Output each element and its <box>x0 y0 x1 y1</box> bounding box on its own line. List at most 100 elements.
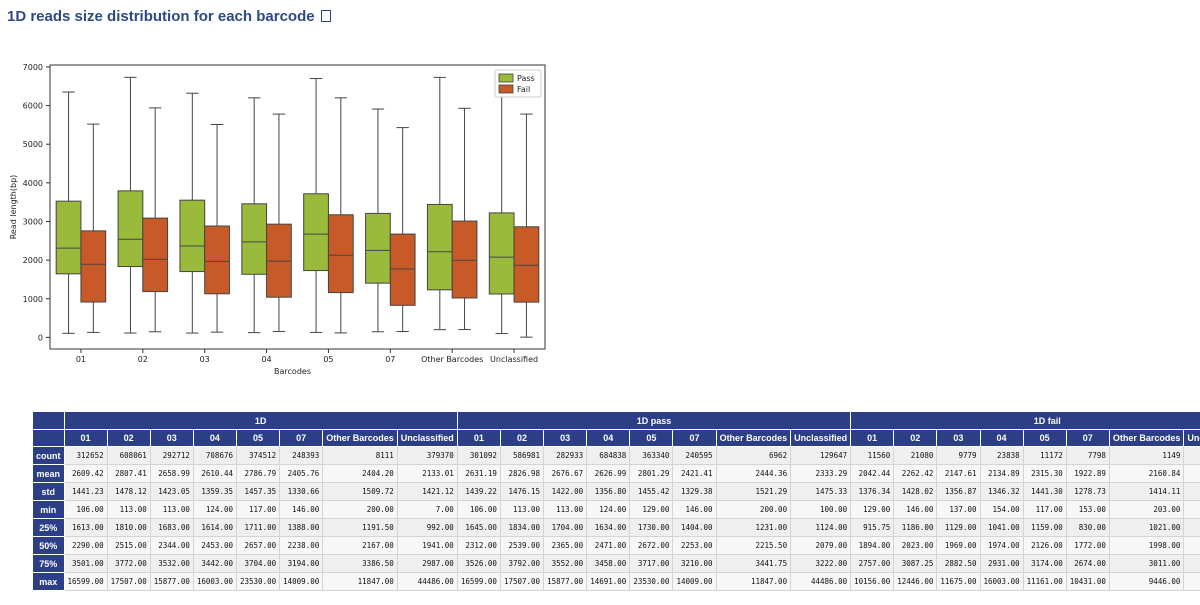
table-cell: 10156.00 <box>850 572 895 591</box>
table-cell: 1330.66 <box>279 482 324 501</box>
legend-swatch <box>498 73 514 83</box>
table-cell: 113.00 <box>149 500 194 519</box>
column-header: Unclassified <box>396 429 458 447</box>
table-cell: 10431.00 <box>1065 572 1110 591</box>
table-cell: 2160.84 <box>1108 464 1185 483</box>
table-cell: 2290.00 <box>63 536 108 555</box>
table-cell: 1834.00 <box>499 518 545 537</box>
legend-label: Pass <box>517 74 535 83</box>
table-cell: 3458.00 <box>586 554 631 573</box>
column-header: Unclassified <box>790 429 852 447</box>
table-cell: 1810.00 <box>106 518 151 537</box>
table-cell: 1186.00 <box>893 518 938 537</box>
table-cell: 2315.30 <box>1022 464 1067 483</box>
table-cell: 44486.00 <box>396 572 458 591</box>
table-cell: 1129.00 <box>936 518 981 537</box>
y-tick-label: 6000 <box>23 102 43 111</box>
table-cell: 608061 <box>106 446 151 465</box>
x-tick-label: Unclassified <box>490 355 538 364</box>
row-header: std <box>32 482 65 501</box>
table-cell: 379370 <box>396 446 458 465</box>
table-cell: 11172 <box>1022 446 1067 465</box>
box-pass-unclassified <box>488 90 515 335</box>
table-cell: 16599.00 <box>63 572 108 591</box>
table-cell: 2826.98 <box>499 464 545 483</box>
table-cell: 203.00 <box>1108 500 1185 519</box>
table-cell: 3704.00 <box>235 554 281 573</box>
table-cell: 363340 <box>629 446 674 465</box>
table-cell: 2931.00 <box>979 554 1024 573</box>
table-cell: 7.00 <box>1183 500 1200 519</box>
table-cell: 3442.00 <box>192 554 238 573</box>
table-cell: 2609.42 <box>63 464 108 483</box>
anchor-link-icon[interactable] <box>320 10 331 22</box>
column-header: 05 <box>1022 429 1067 447</box>
table-cell: 1634.00 <box>586 518 631 537</box>
table-cell: 129.00 <box>850 500 895 519</box>
table-cell: 2657.00 <box>235 536 281 555</box>
column-header: 02 <box>499 429 545 447</box>
column-header: 05 <box>629 429 674 447</box>
table-cell: 1404.00 <box>672 518 717 537</box>
table-cell: 249723 <box>1183 446 1200 465</box>
table-cell: 830.00 <box>1065 518 1110 537</box>
table-cell: 23530.00 <box>629 572 674 591</box>
table-corner-cell <box>32 429 65 447</box>
y-tick-label: 4000 <box>23 179 43 188</box>
table-cell: 44486.00 <box>790 572 852 591</box>
x-axis-label: Barcodes <box>274 367 311 376</box>
group-header: 1D fail <box>850 411 1200 430</box>
table-cell: 1730.00 <box>629 518 674 537</box>
table-cell: 2079.00 <box>790 536 852 555</box>
table-cell: 3792.00 <box>499 554 545 573</box>
table-cell: 21080 <box>893 446 938 465</box>
row-header: mean <box>32 464 65 483</box>
box-body <box>389 233 416 306</box>
table-cell: 23530.00 <box>235 572 281 591</box>
table-cell: 2626.99 <box>586 464 631 483</box>
column-header: 07 <box>672 429 717 447</box>
y-axis-label: Read length(bp) <box>9 175 18 240</box>
table-cell: 1683.00 <box>149 518 194 537</box>
table-cell: 2147.61 <box>936 464 981 483</box>
table-cell: 3552.00 <box>543 554 588 573</box>
table-cell: 708676 <box>192 446 238 465</box>
table-cell: 1421.12 <box>396 482 458 501</box>
table-cell: 913.00 <box>1183 518 1200 537</box>
row-header: max <box>32 572 65 591</box>
table-cell: 3174.00 <box>1022 554 1067 573</box>
table-cell: 15877.00 <box>149 572 194 591</box>
table-cell: 2405.76 <box>279 464 324 483</box>
table-cell: 1998.00 <box>1108 536 1185 555</box>
box-body <box>55 200 82 275</box>
table-cell: 106.00 <box>456 500 501 519</box>
table-cell: 3532.00 <box>149 554 194 573</box>
table-cell: 1478.12 <box>106 482 151 501</box>
table-cell: 2807.41 <box>106 464 151 483</box>
box-fail-01 <box>80 123 107 333</box>
table-cell: 14009.00 <box>672 572 717 591</box>
table-cell: 113.00 <box>499 500 545 519</box>
table-row: 75% 3501.00 3772.00 3532.00 3442.00 3704.00 31… <box>32 554 1200 573</box>
table-cell: 2672.00 <box>629 536 674 555</box>
y-tick-label: 2000 <box>23 256 43 265</box>
legend-label: Fail <box>517 85 530 94</box>
table-cell: 1359.35 <box>192 482 238 501</box>
table-cell: 1476.15 <box>499 482 545 501</box>
box-body <box>204 225 230 295</box>
table-cell: 154.00 <box>979 500 1024 519</box>
table-cell: 1278.73 <box>1065 482 1110 501</box>
table-cell: 146.00 <box>672 500 717 519</box>
table-cell: 1439.22 <box>456 482 501 501</box>
box-pass-other-barcodes <box>426 76 453 331</box>
table-cell: 1613.00 <box>63 518 108 537</box>
legend: Pass Fail <box>494 69 542 98</box>
table-cell: 240595 <box>672 446 717 465</box>
box-pass-03 <box>179 92 206 334</box>
x-tick-label: Other Barcodes <box>421 355 483 364</box>
table-cell: 2786.79 <box>235 464 281 483</box>
group-header: 1D <box>63 411 458 430</box>
box-body <box>451 220 478 299</box>
table-cell: 2610.44 <box>192 464 238 483</box>
table-cell: 12446.00 <box>893 572 938 591</box>
